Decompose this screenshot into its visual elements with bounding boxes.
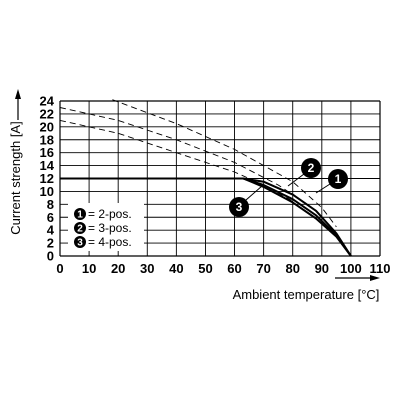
callout-badge-icon <box>229 197 249 217</box>
callout-badge-num: 1 <box>335 172 342 186</box>
grid <box>59 100 381 257</box>
x-tick-label: 40 <box>169 261 183 276</box>
y-tick-label: 16 <box>40 145 54 160</box>
x-axis-title: Ambient temperature [°C] <box>233 287 380 302</box>
x-tick-label: 100 <box>340 261 362 276</box>
y-tick-label: 12 <box>40 171 54 186</box>
callout-leader <box>315 183 331 194</box>
curve-3-dashed <box>59 119 293 202</box>
x-tick-label: 80 <box>285 261 299 276</box>
y-tick-label: 4 <box>47 223 55 238</box>
y-tick-label: 18 <box>40 132 54 147</box>
legend: 1 = 2-pos. 2 = 3-pos. 3 = 4-pos. <box>68 203 144 251</box>
curve-3-solid <box>60 177 352 257</box>
x-axis-arrow <box>335 275 380 281</box>
y-tick-label: 0 <box>47 249 54 264</box>
y-tick-label: 14 <box>40 158 55 173</box>
legend-badge-num: 1 <box>77 210 83 221</box>
y-tick-label: 22 <box>40 106 54 121</box>
solid-curves <box>60 177 352 257</box>
x-tick-label: 0 <box>56 261 63 276</box>
legend-label: = 2-pos. <box>88 207 132 221</box>
legend-label: = 3-pos. <box>88 221 132 235</box>
x-tick-labels: 0 10 20 30 40 50 60 70 80 90 100 110 <box>56 261 390 276</box>
legend-item-2: 2 = 3-pos. <box>74 221 132 235</box>
callout-badge-num: 2 <box>308 161 315 175</box>
y-tick-label: 10 <box>40 184 54 199</box>
legend-badge-num: 3 <box>77 238 83 249</box>
legend-item-3: 3 = 4-pos. <box>74 235 132 249</box>
legend-label: = 4-pos. <box>88 235 132 249</box>
y-tick-label: 2 <box>47 236 54 251</box>
curve-1-dashed <box>112 99 337 228</box>
y-tick-label: 24 <box>40 94 55 109</box>
x-tick-label: 50 <box>198 261 212 276</box>
x-tick-label: 60 <box>227 261 241 276</box>
callout-badge-icon <box>328 169 348 189</box>
dashed-curves <box>59 99 337 228</box>
legend-badge-num: 2 <box>77 224 83 235</box>
y-axis-title: Current strength [A] <box>8 121 23 234</box>
callout-badge-num: 3 <box>236 200 243 214</box>
callout-leader <box>245 185 263 201</box>
y-tick-label: 20 <box>40 119 54 134</box>
x-tick-label: 10 <box>82 261 96 276</box>
x-tick-label: 30 <box>140 261 154 276</box>
y-tick-label: 6 <box>47 210 54 225</box>
y-tick-label: 8 <box>47 197 54 212</box>
curve-2-dashed <box>59 107 308 205</box>
curve-callout-2: 2 <box>287 158 321 187</box>
callout-badge-icon <box>301 158 321 178</box>
curve-callout-3: 3 <box>229 185 263 217</box>
x-tick-label: 20 <box>111 261 125 276</box>
curve-callout-1: 1 <box>315 169 348 194</box>
legend-badge-icon <box>74 222 86 234</box>
y-axis-arrow <box>15 89 21 120</box>
legend-item-1: 1 = 2-pos. <box>74 207 132 221</box>
legend-badge-icon <box>74 208 86 220</box>
callout-leader <box>287 173 305 187</box>
x-tick-label: 110 <box>370 261 391 276</box>
x-tick-label: 90 <box>315 261 329 276</box>
legend-badge-icon <box>74 236 86 248</box>
x-tick-label: 70 <box>256 261 270 276</box>
